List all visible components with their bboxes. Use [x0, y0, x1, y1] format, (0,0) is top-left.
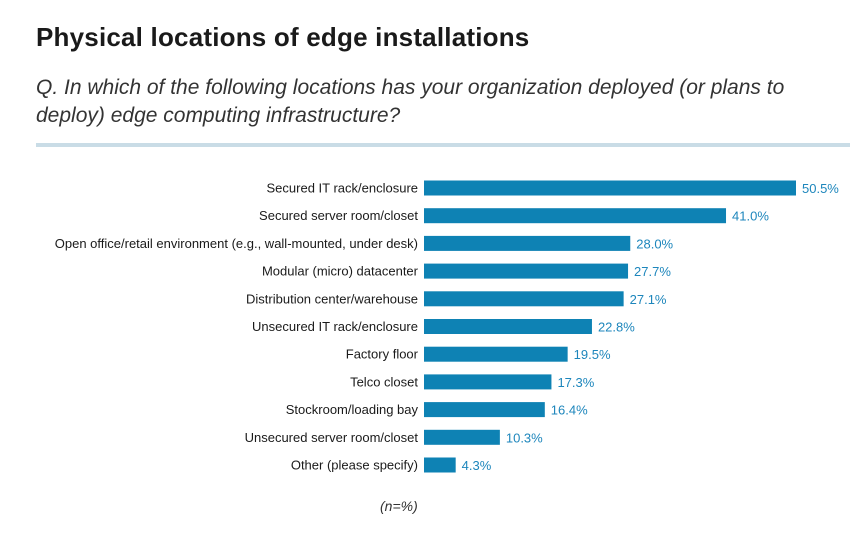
value-label: 27.1%	[630, 292, 667, 307]
category-label: Other (please specify)	[291, 458, 418, 473]
value-label: 50.5%	[802, 181, 839, 196]
bar	[424, 208, 727, 224]
category-label: Secured IT rack/enclosure	[267, 181, 419, 196]
category-label: Unsecured server room/closet	[245, 430, 419, 445]
value-label: 16.4%	[551, 403, 588, 418]
bar	[424, 291, 624, 307]
value-label: 41.0%	[732, 209, 769, 224]
category-label: Unsecured IT rack/enclosure	[252, 319, 418, 334]
bar	[424, 374, 552, 390]
category-label: Factory floor	[346, 347, 419, 362]
category-label: Telco closet	[350, 374, 418, 389]
sample-footnote: (n=%)	[380, 498, 418, 514]
bar	[424, 235, 631, 251]
value-label: 10.3%	[506, 430, 543, 445]
survey-question: Q. In which of the following locations h…	[36, 76, 785, 127]
category-label: Stockroom/loading bay	[286, 402, 419, 417]
value-label: 17.3%	[557, 375, 594, 390]
chart-title: Physical locations of edge installations	[36, 22, 530, 52]
bar	[424, 429, 500, 445]
category-label: Secured server room/closet	[259, 208, 418, 223]
category-label: Distribution center/warehouse	[246, 291, 418, 306]
bar-chart: Secured IT rack/enclosure 50.5% Secured se…	[55, 180, 839, 473]
value-label: 22.8%	[598, 320, 635, 335]
divider-rule	[36, 143, 850, 147]
bar	[424, 263, 629, 279]
bar	[424, 402, 545, 418]
value-label: 4.3%	[462, 458, 492, 473]
value-label: 27.7%	[634, 264, 671, 279]
bar	[424, 346, 568, 362]
bar	[424, 180, 796, 196]
category-label: Modular (micro) datacenter	[262, 264, 419, 279]
value-label: 28.0%	[636, 236, 673, 251]
bar	[424, 319, 592, 334]
value-label: 19.5%	[574, 347, 611, 362]
bar	[424, 457, 456, 473]
category-label: Open office/retail environment (e.g., wa…	[55, 236, 418, 251]
